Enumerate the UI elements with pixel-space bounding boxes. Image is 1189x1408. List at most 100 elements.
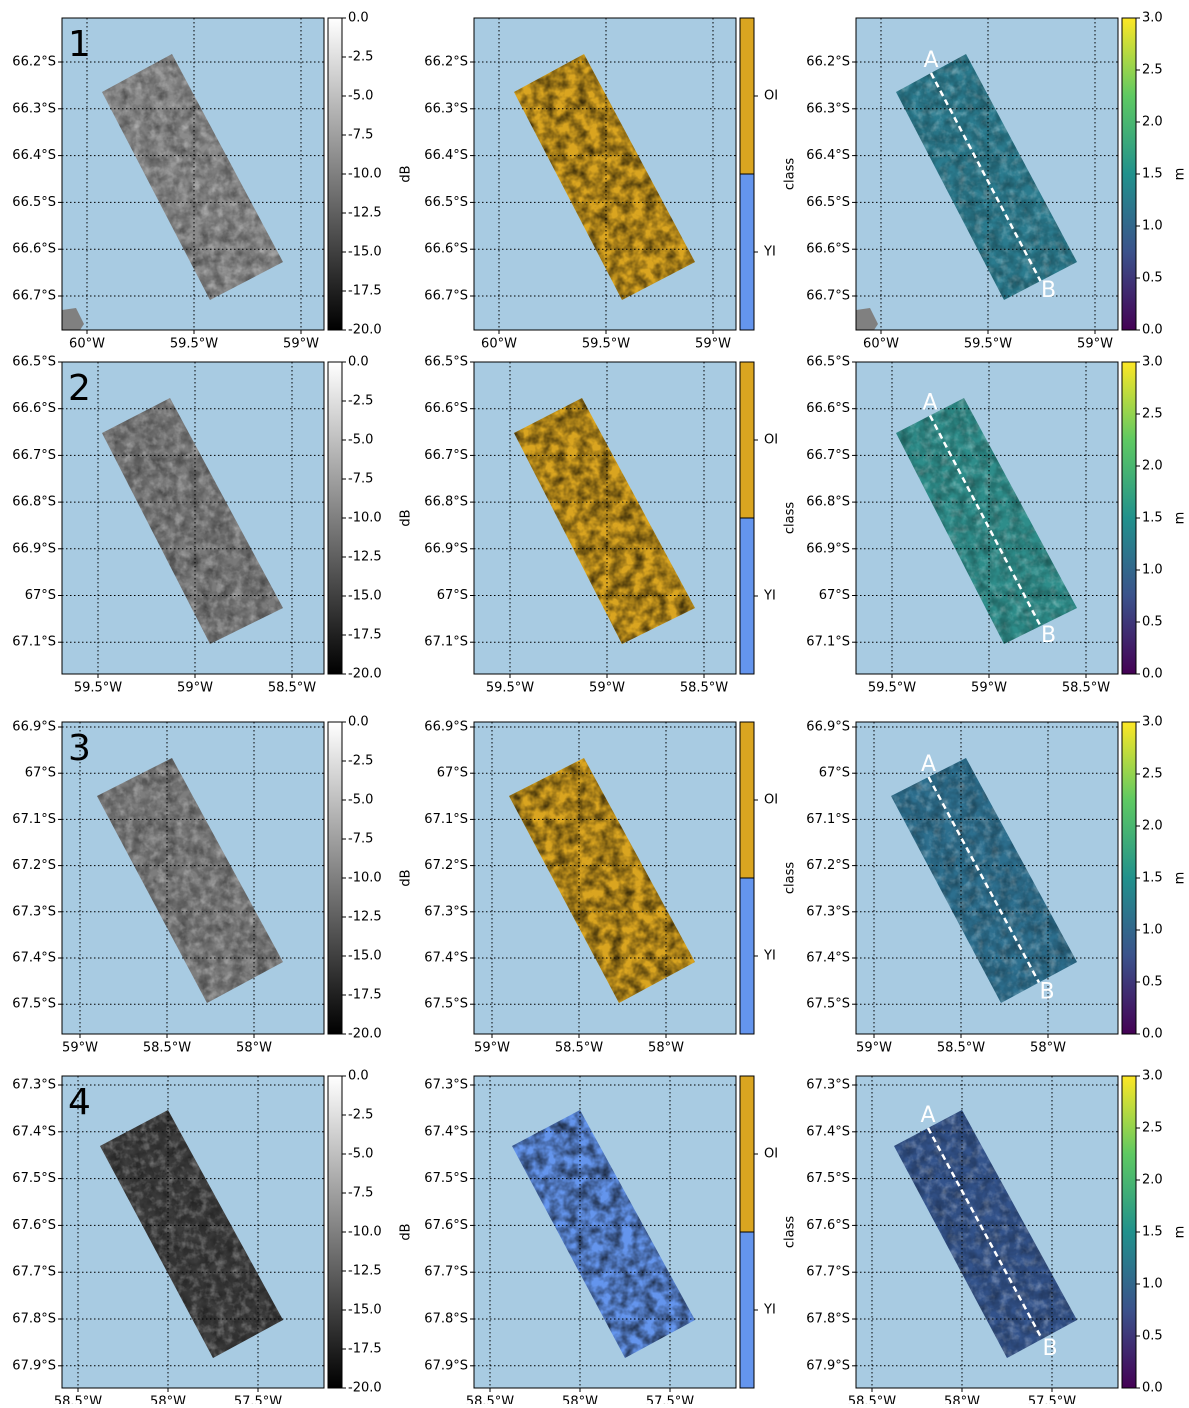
colorbar-tick-label: 0.0: [348, 1069, 369, 1084]
lat-tick-label: 66.6°S: [806, 401, 850, 416]
colorbar-tick-label: 1.5: [1142, 167, 1163, 182]
colorbar-tick-label: 3.0: [1142, 715, 1163, 730]
colorbar-tick-label: 2.0: [1142, 115, 1163, 130]
class-label: YI: [763, 949, 776, 964]
lon-tick-label: 59°W: [856, 1041, 892, 1056]
lat-tick-label: 66.5°S: [424, 355, 468, 370]
class-label: OI: [764, 89, 778, 104]
profile-start: A: [920, 1103, 935, 1128]
lat-tick-label: 67.4°S: [424, 951, 468, 966]
panel-label: 2: [68, 368, 91, 409]
lon-tick-label: 59°W: [1077, 337, 1113, 352]
lat-tick-label: 66.9°S: [12, 541, 56, 556]
lat-tick-label: 67.6°S: [12, 1218, 56, 1233]
map-content: [62, 722, 324, 1034]
colorbar-tick-label: 2.5: [1142, 767, 1163, 782]
map-content: [62, 1076, 324, 1388]
colorbar: [1122, 722, 1136, 1034]
profile-start: A: [921, 752, 936, 777]
map-panel: 66.9°S67°S67.1°S67.2°S67.3°S67.4°S67.5°S…: [424, 720, 736, 1056]
colorbar-tick-label: -20.0: [348, 1027, 382, 1042]
class-swatch: [740, 18, 754, 174]
colorbar-tick-label: -5.0: [348, 433, 373, 448]
map-content: [856, 722, 1118, 1034]
lat-tick-label: 67.8°S: [424, 1312, 468, 1327]
lat-tick-label: 67.1°S: [424, 635, 468, 650]
lat-tick-label: 66.6°S: [424, 242, 468, 257]
lat-tick-label: 66.6°S: [806, 242, 850, 257]
colorbar-label: class: [783, 158, 798, 190]
class-label: YI: [763, 1303, 776, 1318]
lat-tick-label: 67°S: [437, 766, 468, 781]
colorbar-tick-label: 2.0: [1142, 819, 1163, 834]
lat-tick-label: 67.9°S: [424, 1358, 468, 1373]
colorbar-tick-label: 0.0: [1142, 1381, 1163, 1396]
class-swatch: [740, 722, 754, 878]
panel-label: 4: [68, 1082, 91, 1123]
colorbar-tick-label: -15.0: [348, 589, 382, 604]
lat-tick-label: 67°S: [437, 588, 468, 603]
colorbar-label: m: [1173, 512, 1188, 525]
colorbar: [1122, 362, 1136, 674]
colorbar-tick-label: -12.5: [348, 1264, 382, 1279]
colorbar-tick-label: -2.5: [348, 50, 373, 65]
lat-tick-label: 67.5°S: [424, 1171, 468, 1186]
colorbar: [1122, 18, 1136, 330]
colorbar-tick-label: 2.5: [1142, 63, 1163, 78]
lon-tick-label: 59.5°W: [964, 337, 1012, 352]
colorbar-tick-label: -5.0: [348, 89, 373, 104]
map-content: [62, 362, 324, 674]
colorbar-tick-label: 0.0: [348, 715, 369, 730]
lat-tick-label: 67.1°S: [806, 812, 850, 827]
colorbar-tick-label: 0.0: [1142, 1027, 1163, 1042]
colorbar-label: dB: [399, 509, 414, 526]
lon-tick-label: 59.5°W: [486, 681, 534, 696]
profile-start: A: [922, 391, 937, 416]
lat-tick-label: 66.5°S: [12, 355, 56, 370]
lat-tick-label: 67.3°S: [12, 1078, 56, 1093]
colorbar-tick-label: -17.5: [348, 988, 382, 1003]
map-content: [856, 362, 1118, 674]
colorbar-tick-label: -5.0: [348, 1147, 373, 1162]
lat-tick-label: 67.1°S: [424, 812, 468, 827]
map-panel: 66.5°S66.6°S66.7°S66.8°S66.9°S67°S67.1°S…: [12, 355, 324, 696]
lon-tick-label: 59°W: [474, 1041, 510, 1056]
colorbar-tick-label: -2.5: [348, 394, 373, 409]
panel-label: 1: [68, 24, 91, 65]
colorbar-label: class: [783, 862, 798, 894]
map-panel: 66.5°S66.6°S66.7°S66.8°S66.9°S67°S67.1°S…: [806, 355, 1118, 696]
lon-tick-label: 57.5°W: [646, 1395, 694, 1405]
lon-tick-label: 58.5°W: [1062, 681, 1110, 696]
lat-tick-label: 66.9°S: [806, 720, 850, 735]
map-panel: 67.3°S67.4°S67.5°S67.6°S67.7°S67.8°S67.9…: [424, 1076, 736, 1404]
lon-tick-label: 59°W: [177, 681, 213, 696]
lon-tick-label: 60°W: [481, 337, 517, 352]
lat-tick-label: 66.2°S: [12, 55, 56, 70]
colorbar-tick-label: -12.5: [348, 206, 382, 221]
lon-tick-label: 58°W: [150, 1395, 186, 1405]
colorbar-tick-label: 1.0: [1142, 923, 1163, 938]
lat-tick-label: 66.6°S: [12, 401, 56, 416]
lat-tick-label: 67.3°S: [12, 904, 56, 919]
lat-tick-label: 66.5°S: [806, 195, 850, 210]
colorbar-tick-label: -2.5: [348, 1108, 373, 1123]
colorbar-tick-label: -5.0: [348, 793, 373, 808]
colorbar-tick-label: -10.0: [348, 511, 382, 526]
colorbar-tick-label: 0.5: [1142, 1329, 1163, 1344]
map-panel: 66.2°S66.3°S66.4°S66.5°S66.6°S66.7°S60°W…: [424, 18, 736, 352]
profile-start: A: [923, 48, 938, 73]
lon-tick-label: 59.5°W: [868, 681, 916, 696]
lat-tick-label: 67.6°S: [806, 1218, 850, 1233]
colorbar-tick-label: -12.5: [348, 910, 382, 925]
lon-tick-label: 59°W: [589, 681, 625, 696]
colorbar-tick-label: -2.5: [348, 754, 373, 769]
colorbar-tick-label: 0.0: [1142, 667, 1163, 682]
lat-tick-label: 67.2°S: [12, 858, 56, 873]
colorbar-tick-label: 0.5: [1142, 975, 1163, 990]
figure: 66.2°S66.3°S66.4°S66.5°S66.6°S66.7°S60°W…: [0, 0, 1189, 1404]
lat-tick-label: 67.7°S: [424, 1265, 468, 1280]
colorbar-tick-label: -17.5: [348, 1342, 382, 1357]
lon-tick-label: 58.5°W: [466, 1395, 514, 1405]
class-swatch: [740, 1076, 754, 1232]
lat-tick-label: 66.2°S: [424, 55, 468, 70]
